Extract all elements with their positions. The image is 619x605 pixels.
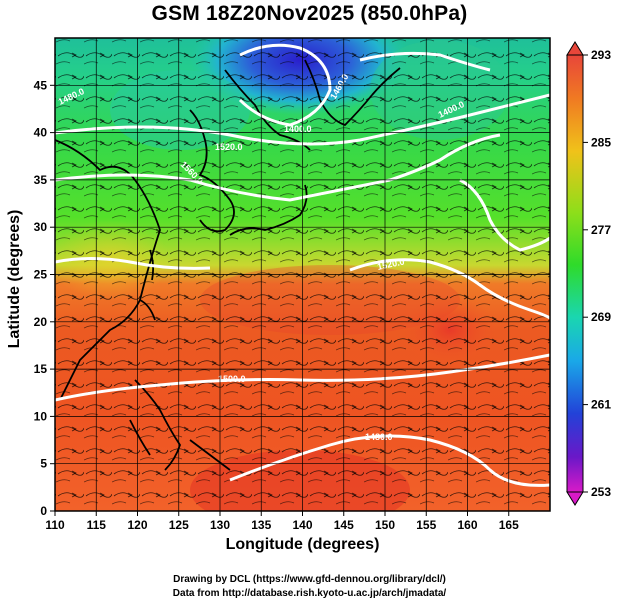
x-tick-label: 145 bbox=[334, 518, 354, 532]
x-tick-label: 160 bbox=[457, 518, 477, 532]
chart-title: GSM 18Z20Nov2025 (850.0hPa) bbox=[151, 2, 468, 25]
y-tick-label: 35 bbox=[34, 173, 48, 187]
x-tick-label: 130 bbox=[210, 518, 230, 532]
colorbar-top-arrow bbox=[566, 41, 584, 56]
height-contours bbox=[55, 43, 550, 487]
y-tick-label: 45 bbox=[34, 78, 48, 92]
contour-label: 1520.0 bbox=[215, 142, 243, 152]
x-tick-label: 125 bbox=[169, 518, 189, 532]
x-axis-ticks: 110 115 120 125 130 135 140 145 150 155 160 165 bbox=[45, 511, 519, 532]
colorbar-tick-label: 293 bbox=[591, 48, 611, 62]
x-tick-label: 155 bbox=[416, 518, 436, 532]
credit-data-source: Data from http://database.rish.kyoto-u.a… bbox=[172, 588, 447, 599]
coastlines bbox=[55, 59, 401, 471]
y-tick-label: 0 bbox=[40, 504, 47, 518]
y-tick-label: 25 bbox=[34, 268, 48, 282]
y-axis-ticks: 0 5 10 15 20 25 30 35 40 45 bbox=[34, 78, 55, 518]
colorbar-tick-label: 285 bbox=[591, 135, 611, 149]
y-tick-label: 20 bbox=[34, 315, 48, 329]
y-tick-label: 30 bbox=[34, 220, 48, 234]
colorbar-tick-label: 277 bbox=[591, 223, 611, 237]
colorbar-scale bbox=[566, 54, 584, 493]
y-tick-label: 40 bbox=[34, 126, 48, 140]
contour-label: 1400.0 bbox=[284, 124, 312, 134]
temperature-field bbox=[55, 38, 550, 511]
x-tick-label: 150 bbox=[375, 518, 395, 532]
lat-lon-grid bbox=[55, 38, 550, 511]
x-tick-label: 135 bbox=[251, 518, 271, 532]
x-tick-label: 120 bbox=[127, 518, 147, 532]
x-tick-label: 115 bbox=[87, 518, 107, 532]
x-axis-label: Longitude (degrees) bbox=[225, 536, 380, 553]
colorbar: 293 285 277 269 261 253 bbox=[566, 41, 611, 506]
x-tick-label: 140 bbox=[292, 518, 312, 532]
credit-drawing: Drawing by DCL (https://www.gfd-dennou.o… bbox=[173, 574, 446, 585]
contour-label: 1500.0 bbox=[218, 374, 246, 384]
colorbar-tick-label: 269 bbox=[591, 310, 611, 324]
y-tick-label: 10 bbox=[34, 409, 48, 423]
contour-label: 1480.0 bbox=[365, 432, 393, 442]
y-tick-label: 15 bbox=[34, 362, 48, 376]
x-tick-label: 110 bbox=[45, 518, 65, 532]
colorbar-tick-label: 261 bbox=[591, 398, 611, 412]
y-tick-label: 5 bbox=[40, 457, 47, 471]
x-tick-label: 165 bbox=[499, 518, 519, 532]
colorbar-tick-label: 253 bbox=[591, 485, 611, 499]
colorbar-bottom-arrow bbox=[566, 491, 584, 506]
